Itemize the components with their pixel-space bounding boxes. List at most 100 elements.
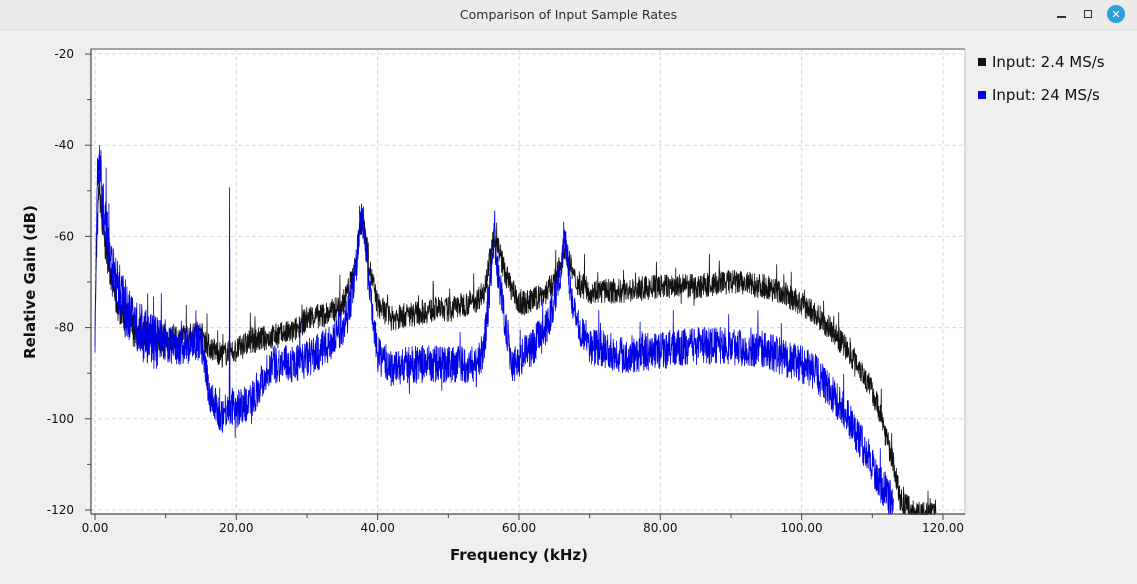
data-point	[462, 363, 463, 364]
data-point	[363, 227, 364, 228]
data-point	[462, 304, 463, 305]
data-point	[815, 373, 816, 374]
data-point	[815, 313, 816, 314]
minimize-button[interactable]	[1051, 4, 1071, 24]
data-point	[872, 391, 873, 392]
data-point	[349, 309, 350, 310]
data-point	[109, 245, 110, 246]
data-point	[101, 227, 102, 228]
data-point	[879, 409, 880, 410]
data-point	[377, 304, 378, 305]
data-point	[533, 300, 534, 301]
data-point	[151, 341, 152, 342]
data-point	[766, 286, 767, 287]
legend-item-series-1[interactable]: Input: 2.4 MS/s	[978, 52, 1105, 72]
data-point	[101, 199, 102, 200]
data-point	[207, 386, 208, 387]
data-point	[271, 336, 272, 337]
data-point	[130, 318, 131, 319]
legend-label: Input: 2.4 MS/s	[992, 53, 1105, 71]
close-icon: ✕	[1111, 7, 1121, 21]
data-point	[391, 318, 392, 319]
data-point	[695, 345, 696, 346]
plot-background	[91, 49, 965, 514]
legend-swatch	[978, 91, 986, 99]
data-point	[476, 300, 477, 301]
data-point	[292, 363, 293, 364]
data-point	[490, 281, 491, 282]
data-point	[356, 263, 357, 264]
data-point	[547, 291, 548, 292]
data-point	[624, 291, 625, 292]
data-point	[589, 291, 590, 292]
data-point	[342, 327, 343, 328]
x-tick-label: 0.00	[82, 521, 109, 535]
y-axis-ticks: -20 -40 -60 -80 -100 -120	[47, 47, 91, 517]
data-point	[215, 409, 216, 410]
data-point	[660, 286, 661, 287]
legend-swatch	[978, 58, 986, 66]
data-point	[766, 350, 767, 351]
data-point	[801, 304, 802, 305]
x-axis-ticks: 0.00 20.00 40.00 60.00 80.00 100.00 120.00	[82, 514, 964, 535]
close-button[interactable]: ✕	[1107, 5, 1125, 23]
data-point	[575, 281, 576, 282]
data-point	[377, 354, 378, 355]
data-point	[328, 313, 329, 314]
data-point	[306, 359, 307, 360]
x-axis-label: Frequency (kHz)	[450, 546, 588, 564]
data-point	[494, 236, 495, 237]
minimize-icon	[1056, 16, 1066, 18]
data-point	[829, 327, 830, 328]
data-point	[236, 350, 237, 351]
y-tick-label: -100	[47, 412, 74, 426]
legend-item-series-2[interactable]: Input: 24 MS/s	[978, 85, 1105, 105]
x-tick-label: 20.00	[219, 521, 253, 535]
data-point	[801, 363, 802, 364]
plot-area[interactable]: 0.00 20.00 40.00 60.00 80.00 100.00 120.00 -20…	[0, 29, 1137, 584]
maximize-icon	[1084, 10, 1092, 18]
maximize-button[interactable]	[1078, 4, 1098, 24]
data-point	[504, 318, 505, 319]
data-point	[94, 327, 95, 328]
data-point	[589, 345, 590, 346]
data-point	[483, 350, 484, 351]
data-point	[900, 500, 901, 501]
data-point	[730, 281, 731, 282]
data-point	[893, 464, 894, 465]
y-axis-label: Relative Gain (dB)	[21, 205, 39, 359]
data-point	[511, 363, 512, 364]
data-point	[99, 163, 100, 164]
data-point	[434, 363, 435, 364]
y-tick-label: -20	[54, 47, 74, 61]
legend[interactable]: Input: 2.4 MS/s Input: 24 MS/s	[978, 52, 1105, 118]
x-tick-label: 100.00	[781, 521, 823, 535]
data-point	[886, 491, 887, 492]
data-point	[229, 149, 230, 150]
data-point	[370, 300, 371, 301]
data-point	[518, 359, 519, 360]
data-point	[391, 368, 392, 369]
data-point	[533, 345, 534, 346]
data-point	[843, 409, 844, 410]
data-point	[200, 341, 201, 342]
data-point	[342, 304, 343, 305]
grid-lines	[91, 49, 965, 514]
data-point	[497, 272, 498, 273]
data-point	[412, 313, 413, 314]
title-bar[interactable]: Comparison of Input Sample Rates ✕	[0, 0, 1137, 30]
data-point	[858, 436, 859, 437]
y-tick-label: -80	[54, 321, 74, 335]
y-tick-label: -60	[54, 229, 74, 243]
y-tick-label: -120	[47, 503, 74, 517]
data-point	[292, 332, 293, 333]
data-point	[328, 345, 329, 346]
x-tick-label: 80.00	[643, 521, 677, 535]
data-point	[207, 345, 208, 346]
data-point	[575, 318, 576, 319]
data-point	[730, 345, 731, 346]
data-point	[554, 300, 555, 301]
data-point	[250, 341, 251, 342]
data-point	[490, 254, 491, 255]
